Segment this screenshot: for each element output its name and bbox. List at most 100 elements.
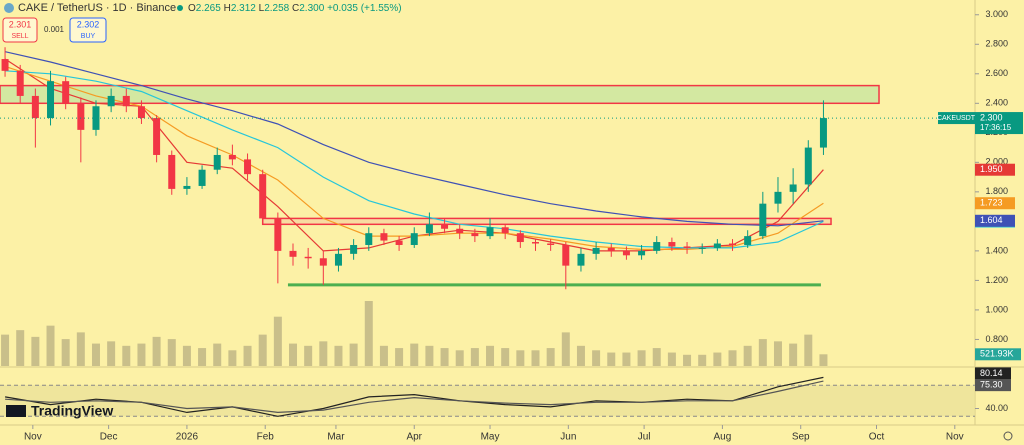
zone — [0, 84, 880, 105]
candle-body — [759, 203, 767, 237]
x-tick-label: Dec — [100, 432, 118, 443]
x-tick-label: Feb — [257, 432, 275, 443]
candle-body — [1, 59, 9, 71]
volume-tag — [975, 348, 1021, 361]
volume-bar — [213, 343, 222, 366]
candle-body — [819, 118, 827, 148]
ohlc-key: H — [224, 3, 231, 14]
volume-bar — [61, 339, 70, 366]
y-tick-label: 1.800 — [985, 186, 1008, 196]
price-tag — [975, 112, 1023, 135]
zone — [261, 217, 832, 226]
candle-body — [698, 247, 706, 249]
volume-bar — [667, 352, 676, 366]
candle-body — [638, 250, 646, 256]
volume-bar — [592, 350, 601, 366]
candle-body — [244, 159, 252, 175]
ohlc-key: O — [188, 3, 196, 14]
volume-bar — [167, 339, 176, 366]
volume-bar — [198, 348, 207, 366]
volume-bar — [228, 350, 237, 366]
candle-body — [410, 233, 418, 245]
candle-body — [319, 258, 327, 266]
ma-price-tag — [975, 163, 1015, 176]
y-tick-label: 3.000 — [985, 9, 1008, 19]
ma-price-tag — [975, 197, 1015, 210]
volume-bar — [107, 341, 116, 366]
volume-bar — [622, 352, 631, 366]
volume-label: 521.93K — [980, 349, 1014, 359]
candle-body — [486, 227, 494, 237]
x-tick-label: Oct — [869, 432, 885, 443]
settings-icon[interactable] — [1003, 431, 1013, 441]
candle-body — [622, 250, 630, 256]
change: +0.035 (+1.55%) — [327, 3, 402, 14]
candle-body — [713, 243, 721, 248]
volume-bar — [258, 334, 267, 366]
ohlc-legend: O2.265 H2.312 L2.258 C2.300 +0.035 (+1.5… — [188, 3, 402, 14]
countdown: 17:36:15 — [980, 123, 1012, 132]
candle-body — [577, 253, 585, 266]
candle-body — [425, 224, 433, 234]
candle-body — [395, 240, 403, 245]
volume-bar — [607, 352, 616, 366]
rsi-tag — [975, 367, 1011, 380]
rsi-band — [0, 385, 975, 417]
candle-body — [16, 70, 24, 96]
x-tick-label: Nov — [946, 432, 964, 443]
volume-bar — [652, 348, 661, 366]
volume-bar — [46, 325, 55, 366]
candle-body — [804, 147, 812, 185]
candle-body — [516, 233, 524, 243]
symbol-title: CAKE / TetherUS · 1D · Binance — [18, 2, 176, 14]
rsi-line — [5, 380, 824, 414]
candle-body — [471, 233, 479, 237]
symbol-tag — [938, 112, 975, 125]
candle-body — [744, 236, 752, 245]
ohlc-value: 2.312 — [231, 3, 256, 14]
brand-logo — [6, 405, 26, 417]
candle-body — [607, 247, 615, 251]
candle-body — [198, 169, 206, 186]
x-tick-label: Aug — [714, 432, 732, 443]
volume-bar — [531, 350, 540, 366]
x-tick-label: Apr — [406, 432, 422, 443]
sell-price: 2.301 — [9, 19, 32, 29]
volume-bar — [758, 339, 767, 366]
volume-bar — [773, 341, 782, 366]
x-tick-label: Mar — [327, 432, 345, 443]
volume-bar — [152, 336, 161, 366]
volume-bar — [789, 343, 798, 366]
y-tick-label: 2.400 — [985, 98, 1008, 108]
candle-body — [183, 185, 191, 189]
sell-button[interactable] — [2, 17, 38, 43]
candle-body — [531, 242, 539, 244]
volume-bar — [395, 348, 404, 366]
candle-body — [668, 242, 676, 247]
volume-bar — [379, 345, 388, 366]
volume-bar — [470, 348, 479, 366]
candle-body — [107, 95, 115, 107]
volume-bar — [304, 345, 313, 366]
x-tick-label: Sep — [792, 432, 810, 443]
buy-button[interactable] — [69, 17, 107, 43]
candle-body — [47, 81, 55, 119]
volume-bar — [122, 345, 131, 366]
candle-body — [62, 81, 70, 104]
volume-bar — [16, 330, 25, 366]
candle-body — [122, 95, 130, 107]
volume-bar — [486, 345, 495, 366]
buy-price: 2.302 — [77, 19, 100, 29]
y-tick-label: 2.600 — [985, 68, 1008, 78]
y-tick-label: 2.000 — [985, 157, 1008, 167]
ohlc-key: C — [292, 3, 299, 14]
volume-bar — [364, 301, 373, 366]
x-tick-label: 2026 — [176, 432, 199, 443]
rsi-label: 75.30 — [980, 380, 1003, 390]
candle-body — [92, 106, 100, 130]
status-dot — [177, 5, 183, 11]
volume-bar — [713, 352, 722, 366]
rsi-tick-label: 40.00 — [985, 403, 1008, 413]
volume-bar — [243, 345, 252, 366]
